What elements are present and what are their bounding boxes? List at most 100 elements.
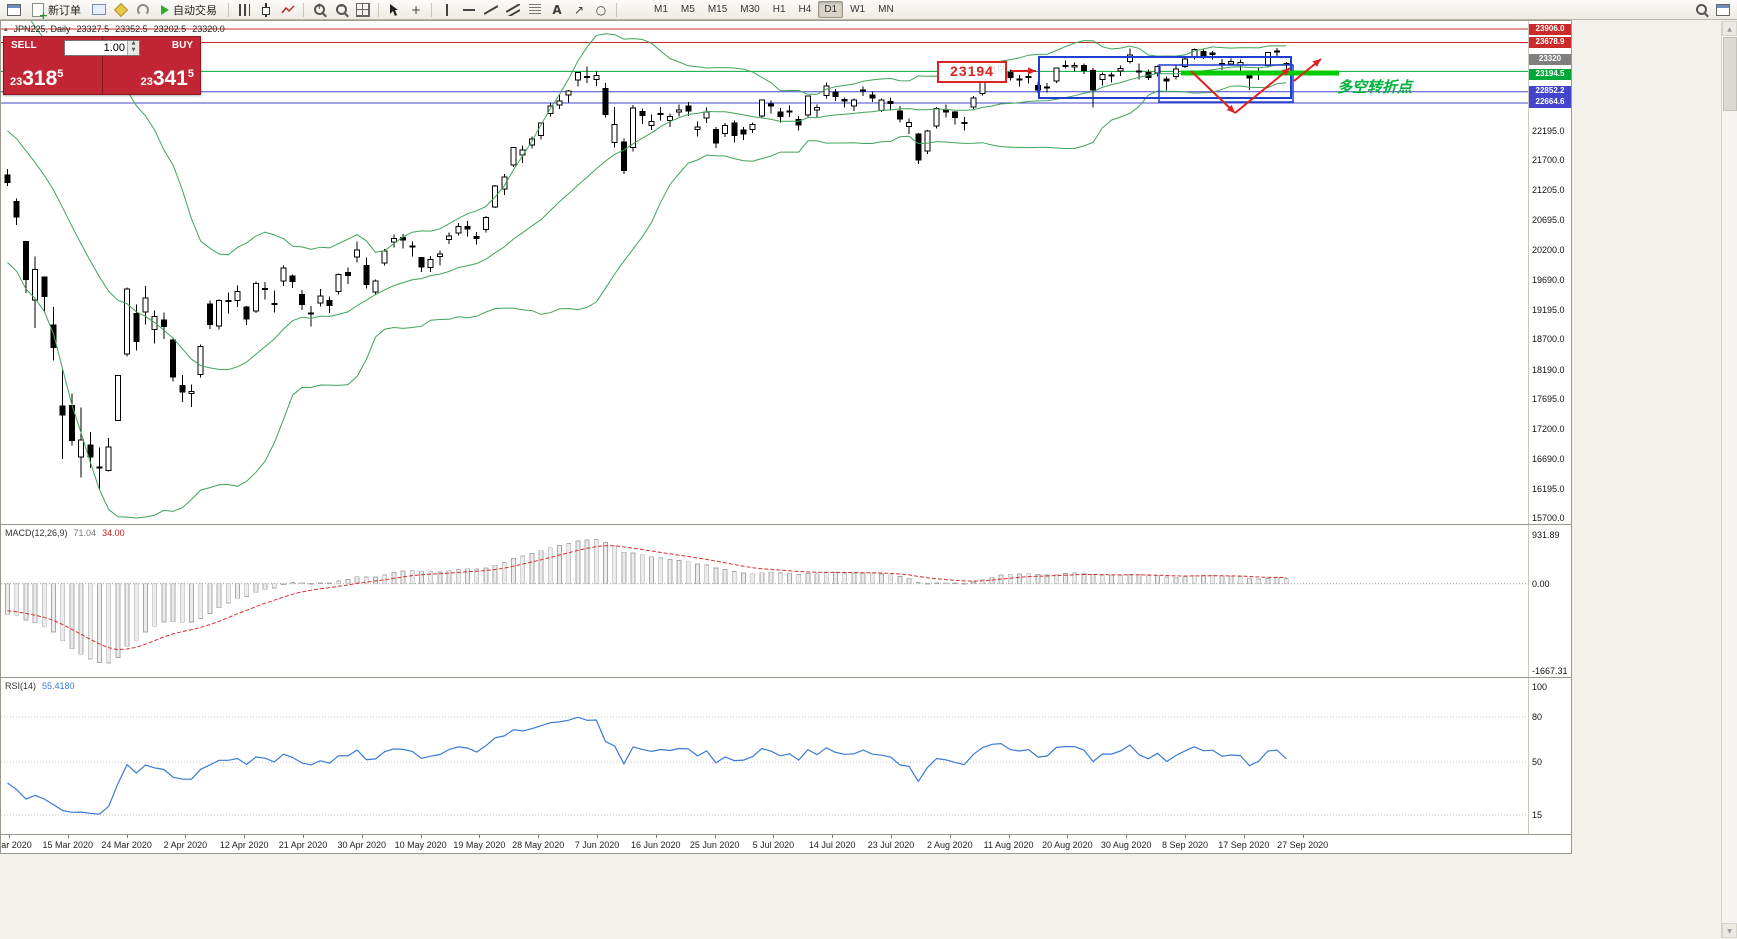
date-label: 2 Apr 2020: [163, 840, 208, 850]
timeframe-w1[interactable]: W1: [850, 4, 866, 15]
date-tick: [891, 835, 892, 838]
new-chart-icon[interactable]: [4, 2, 24, 18]
date-label: 25 Jun 2020: [689, 840, 740, 850]
price-tick: 15700.0: [1532, 513, 1565, 523]
price-callout-label[interactable]: 23194: [937, 61, 1007, 83]
date-label: 12 Apr 2020: [219, 840, 269, 850]
price-tick: 20695.0: [1532, 215, 1565, 226]
cursor-icon[interactable]: [384, 2, 404, 18]
scroll-down-button[interactable]: ▼: [1722, 923, 1737, 938]
bollinger-band-middle: [7, 63, 1287, 371]
sound-icon[interactable]: [133, 2, 153, 18]
auto-trading-button[interactable]: 自动交易: [155, 2, 223, 18]
timeframe-group: M1 M5 M15 M30 H1 H4 D1 W1 MN: [648, 1, 900, 18]
rsi-value: 55.4180: [42, 681, 75, 691]
date-tick: [479, 835, 481, 838]
vertical-line-icon[interactable]: [437, 2, 457, 18]
panel-separator[interactable]: [1, 677, 1571, 678]
lot-decrease-button[interactable]: ▼: [128, 48, 139, 55]
price-tick: 18190.0: [1532, 364, 1565, 375]
macd-scale-max: 931.89: [1532, 530, 1560, 540]
search-icon[interactable]: [1691, 2, 1711, 18]
zoom-out-icon[interactable]: −: [331, 2, 351, 18]
price-tick: 19195.0: [1532, 304, 1565, 315]
rsi-panel[interactable]: RSI(14) 55.4180: [1, 678, 1528, 834]
lot-size-field[interactable]: ▲ ▼: [64, 40, 140, 56]
timeframe-h1[interactable]: H1: [772, 4, 786, 15]
timeframe-m30[interactable]: M30: [740, 4, 760, 15]
rsi-label: RSI(14) 55.4180: [5, 681, 75, 691]
buy-button[interactable]: BUY 233415: [103, 37, 201, 94]
macd-panel[interactable]: MACD(12,26,9) 71.04 34.00: [1, 525, 1528, 677]
date-tick: [773, 835, 775, 838]
candles-layer: [4, 47, 1290, 489]
rsi-canvas[interactable]: [1, 678, 1528, 834]
sell-button[interactable]: SELL 233185: [4, 37, 103, 94]
trendline-icon[interactable]: [481, 2, 501, 18]
oct-collapse-icon[interactable]: ▴: [4, 25, 8, 33]
breakout-arrow[interactable]: [1293, 58, 1322, 82]
timeframe-m15[interactable]: M15: [707, 4, 728, 15]
channel-icon[interactable]: [503, 2, 523, 18]
timeframe-m5[interactable]: M5: [680, 4, 695, 15]
timeframe-m1[interactable]: M1: [654, 4, 668, 15]
bar-chart-icon[interactable]: [234, 2, 254, 18]
time-axis[interactable]: 5 Mar 2020 15 Mar 2020 24 Mar 2020 2 Apr 20…: [1, 834, 1571, 853]
zoom-in-icon[interactable]: +: [309, 2, 329, 18]
price-chart-panel[interactable]: ▴ JPN225, Daily 23327.5 23352.5 23202.5 …: [1, 21, 1528, 524]
new-order-icon: [32, 2, 48, 21]
candlestick-chart-icon[interactable]: [256, 2, 276, 18]
text-label-icon[interactable]: A: [552, 2, 562, 17]
toolbar-separator: [303, 2, 304, 17]
ohlc-high: 23352.5: [115, 24, 148, 34]
date-label: 30 Aug 2020: [1100, 840, 1152, 850]
price-tick: 16195.0: [1532, 483, 1565, 494]
fibonacci-icon[interactable]: [525, 2, 545, 18]
scrollbar-thumb[interactable]: [1723, 37, 1737, 111]
callout-arrow[interactable]: [1011, 67, 1036, 75]
timeframe-h4[interactable]: H4: [798, 4, 812, 15]
new-order-button[interactable]: 新订单: [26, 2, 87, 21]
timeframe-mn[interactable]: MN: [878, 4, 894, 15]
price-chart-canvas[interactable]: [1, 21, 1528, 524]
rsi-scale-100: 100: [1532, 682, 1548, 692]
horizontal-line-icon[interactable]: [459, 2, 479, 18]
timeframe-d1[interactable]: D1: [818, 1, 844, 18]
price-tick: 17200.0: [1532, 423, 1565, 434]
toolbar-separator: [616, 2, 617, 17]
date-label: 28 May 2020: [512, 840, 565, 850]
date-tick: [1067, 835, 1069, 838]
chart-window-jpn225[interactable]: ▴ JPN225, Daily 23327.5 23352.5 23202.5 …: [0, 20, 1572, 854]
macd-signal-value: 34.00: [102, 528, 125, 538]
date-label: 15 Mar 2020: [42, 840, 94, 850]
line-chart-icon[interactable]: [278, 2, 298, 18]
price-axis[interactable]: 22195.0 21700.0 21205.0 20695.0 20200.0 19690…: [1528, 21, 1571, 834]
lot-size-input[interactable]: [65, 41, 127, 55]
up-arrow[interactable]: [1234, 67, 1291, 114]
shapes-icon[interactable]: ○: [595, 2, 607, 17]
mail-icon[interactable]: [89, 2, 109, 18]
down-arrow[interactable]: [1190, 70, 1236, 114]
trend-rectangle-inner[interactable]: [1158, 64, 1294, 103]
macd-canvas[interactable]: [1, 525, 1528, 677]
date-tick: [303, 835, 304, 838]
sell-price: 233185: [10, 67, 64, 90]
macd-scale-zero: 0.00: [1532, 578, 1550, 589]
vertical-scrollbar[interactable]: ▲ ▼: [1721, 21, 1737, 938]
date-label: 5 Mar 2020: [1, 840, 32, 850]
lot-increase-button[interactable]: ▲: [128, 41, 139, 48]
new-window-icon[interactable]: [1713, 2, 1733, 18]
scroll-up-button[interactable]: ▲: [1722, 21, 1737, 36]
panel-separator[interactable]: [1, 524, 1571, 525]
metaeditor-icon[interactable]: [111, 2, 131, 18]
trend-rectangle-outer[interactable]: [1038, 56, 1292, 99]
macd-scale-min: -1667.31: [1532, 666, 1568, 676]
symbol-info-bar: ▴ JPN225, Daily 23327.5 23352.5 23202.5 …: [4, 24, 225, 34]
turning-point-label[interactable]: 多空转折点: [1337, 79, 1413, 96]
price-tick: 18700.0: [1532, 334, 1565, 345]
tile-windows-icon[interactable]: [353, 2, 373, 18]
date-tick: [832, 835, 834, 838]
ohlc-open: 23327.5: [76, 24, 110, 34]
crosshair-icon[interactable]: +: [410, 2, 422, 17]
arrow-tool-icon[interactable]: ↗: [573, 2, 585, 17]
